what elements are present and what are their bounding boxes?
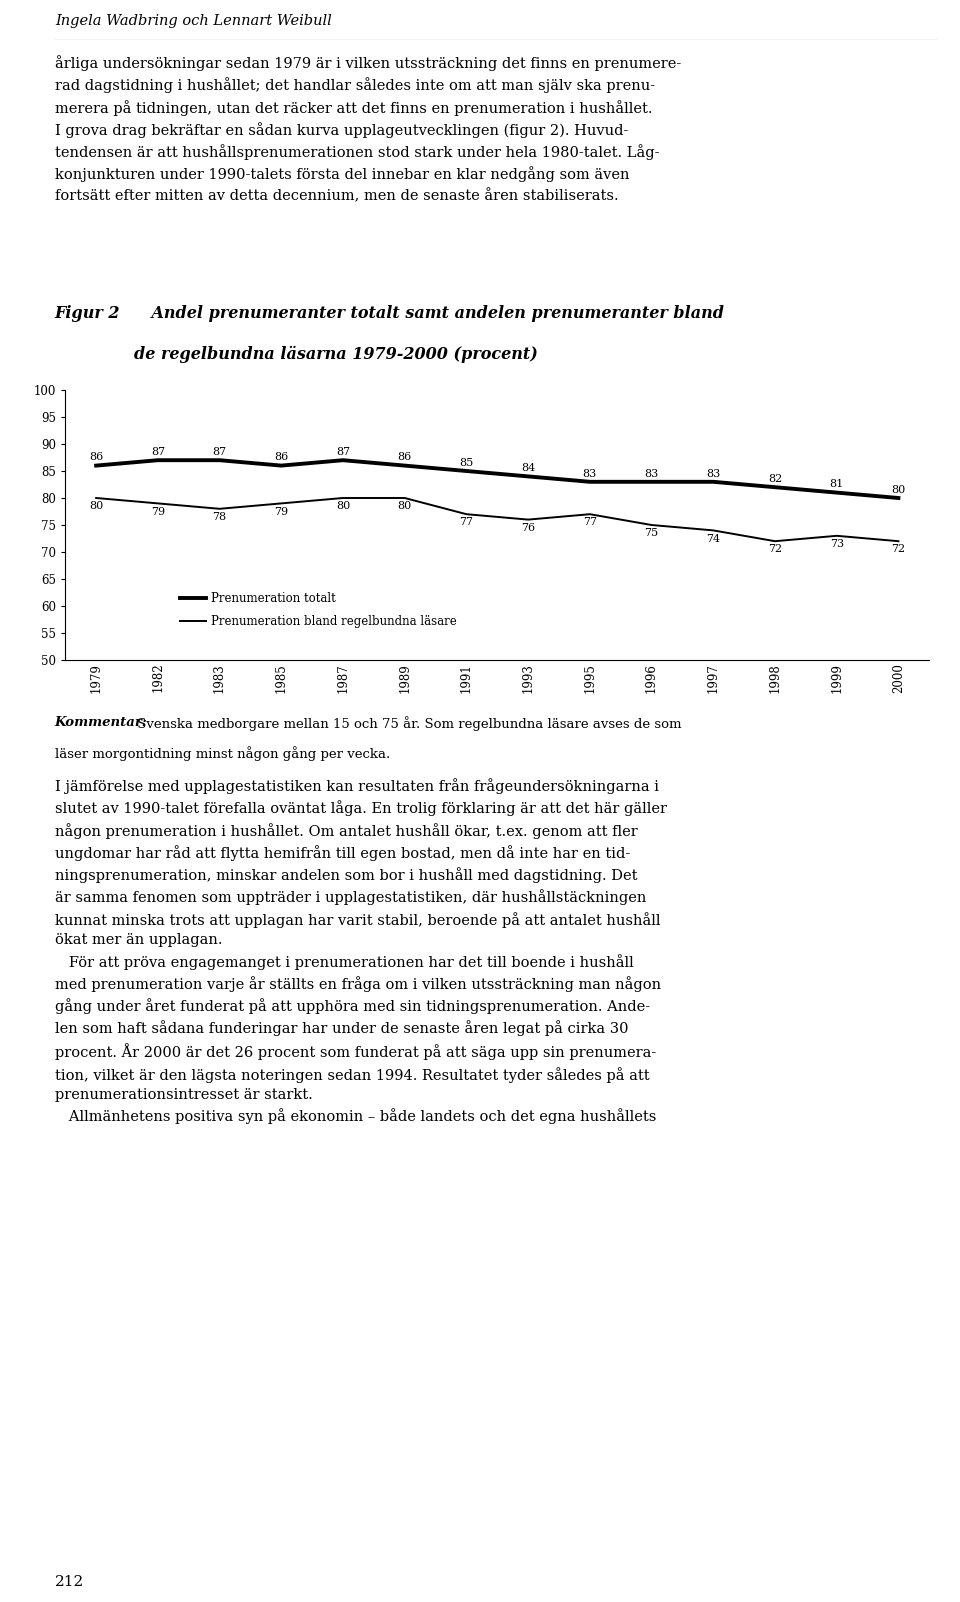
Text: 86: 86 <box>89 452 104 463</box>
Text: 75: 75 <box>644 529 659 538</box>
Text: I jämförelse med upplagestatistiken kan resultaten från frågeundersökningarna i
: I jämförelse med upplagestatistiken kan … <box>55 779 666 1125</box>
Text: 80: 80 <box>336 501 350 511</box>
Legend: Prenumeration totalt, Prenumeration bland regelbundna läsare: Prenumeration totalt, Prenumeration blan… <box>175 588 462 633</box>
Text: Kommentar:: Kommentar: <box>55 716 148 729</box>
Text: 81: 81 <box>829 479 844 489</box>
Text: 77: 77 <box>460 517 473 527</box>
Text: 72: 72 <box>768 545 782 554</box>
Text: 73: 73 <box>829 538 844 549</box>
Text: 86: 86 <box>397 452 412 463</box>
Text: 83: 83 <box>707 468 720 479</box>
Text: 86: 86 <box>275 452 288 463</box>
Text: 87: 87 <box>151 447 165 457</box>
Text: Ingela Wadbring och Lennart Weibull: Ingela Wadbring och Lennart Weibull <box>55 14 331 27</box>
Text: 80: 80 <box>89 501 104 511</box>
Text: läser morgontidning minst någon gång per vecka.: läser morgontidning minst någon gång per… <box>55 747 390 761</box>
Text: 74: 74 <box>707 533 720 543</box>
Text: 79: 79 <box>151 506 165 516</box>
Text: 77: 77 <box>583 517 597 527</box>
Text: Figur 2  Andel prenumeranter totalt samt andelen prenumeranter bland: Figur 2 Andel prenumeranter totalt samt … <box>55 304 725 322</box>
Text: 212: 212 <box>55 1575 84 1589</box>
Text: årliga undersökningar sedan 1979 är i vilken utssträckning det finns en prenumer: årliga undersökningar sedan 1979 är i vi… <box>55 54 681 203</box>
Text: 80: 80 <box>397 501 412 511</box>
Text: Svenska medborgare mellan 15 och 75 år. Som regelbundna läsare avses de som: Svenska medborgare mellan 15 och 75 år. … <box>133 716 682 731</box>
Text: 84: 84 <box>521 463 536 473</box>
Text: 85: 85 <box>459 458 473 468</box>
Text: 72: 72 <box>892 545 905 554</box>
Text: 87: 87 <box>212 447 227 457</box>
Text: 83: 83 <box>583 468 597 479</box>
Text: 83: 83 <box>644 468 659 479</box>
Text: 87: 87 <box>336 447 350 457</box>
Text: 78: 78 <box>212 513 227 522</box>
Text: 80: 80 <box>891 485 905 495</box>
Text: 79: 79 <box>275 506 288 516</box>
Text: 82: 82 <box>768 474 782 484</box>
Text: 76: 76 <box>521 522 535 533</box>
Text: de regelbundna läsarna 1979-2000 (procent): de regelbundna läsarna 1979-2000 (procen… <box>134 346 539 364</box>
